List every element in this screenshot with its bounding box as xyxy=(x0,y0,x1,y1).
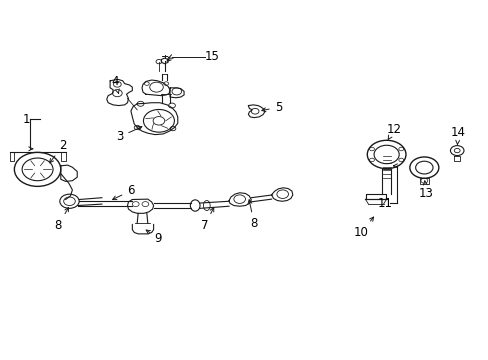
Text: 9: 9 xyxy=(146,230,162,245)
Text: 12: 12 xyxy=(386,123,401,139)
Text: 5: 5 xyxy=(261,101,282,114)
Text: 10: 10 xyxy=(353,217,373,239)
Text: 1: 1 xyxy=(22,113,30,126)
Text: 6: 6 xyxy=(112,184,134,199)
Text: 3: 3 xyxy=(116,126,142,143)
Text: 7: 7 xyxy=(201,208,213,232)
Text: 4: 4 xyxy=(111,75,119,94)
Text: 11: 11 xyxy=(376,197,391,210)
Text: 8: 8 xyxy=(55,207,68,232)
Text: 15: 15 xyxy=(204,50,219,63)
Text: 2: 2 xyxy=(49,139,67,163)
Text: 8: 8 xyxy=(247,200,257,230)
Text: 13: 13 xyxy=(418,181,433,200)
Text: 14: 14 xyxy=(450,126,465,145)
